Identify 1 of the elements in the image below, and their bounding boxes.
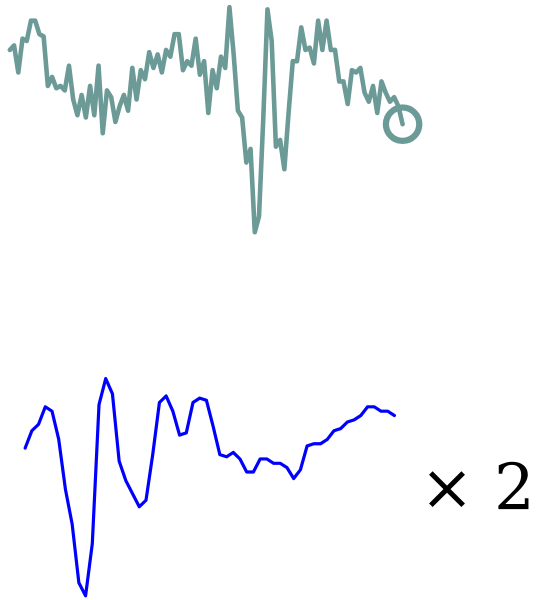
- text: × 2: [429, 462, 528, 510]
